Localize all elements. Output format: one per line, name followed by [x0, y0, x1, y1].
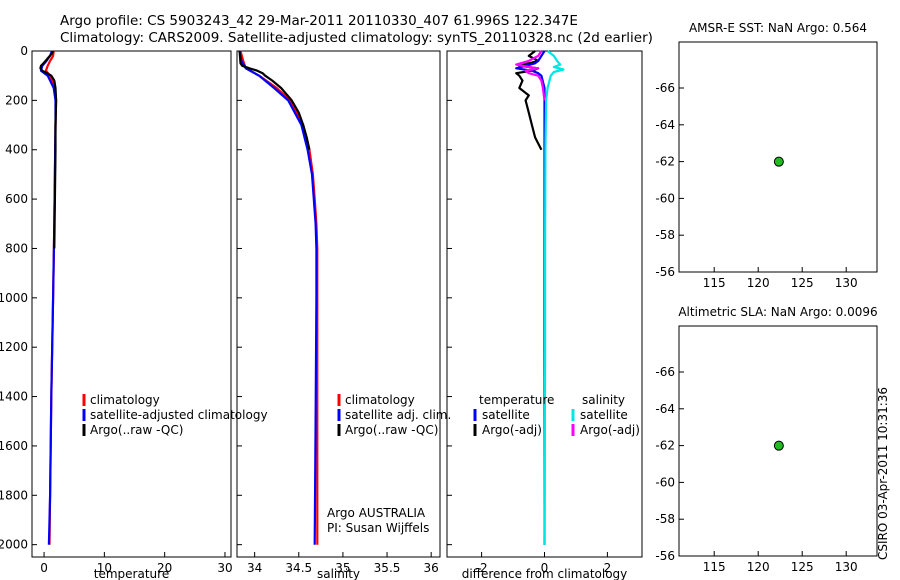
sla_map-ytick-label: -66: [655, 365, 675, 379]
salinity-xtick-label: 35.5: [374, 561, 401, 575]
sla_map-xtick-label: 125: [791, 560, 814, 574]
sst_map-ytick-label: -62: [655, 155, 675, 169]
sla_map-ytick-label: -64: [655, 402, 675, 416]
salinity-xtick-label: 36: [424, 561, 439, 575]
temperature-xtick-label: 10: [97, 561, 112, 575]
sst_map-title: AMSR-E SST: NaN Argo: 0.564: [689, 21, 867, 35]
difference-series-line-0: [515, 50, 543, 151]
sla_map-ytick-label: -62: [655, 439, 675, 453]
salinity-xtick-label: 34.5: [285, 561, 312, 575]
sst_map-xtick-label: 130: [835, 276, 858, 290]
temperature-xtick-label: 30: [217, 561, 232, 575]
temperature-ytick-label: 1400: [0, 390, 28, 404]
salinity-legend-label: climatology: [345, 393, 415, 407]
sla_map-ytick-label: -58: [655, 512, 675, 526]
temperature-legend-label: Argo(..raw -QC): [90, 423, 183, 437]
temperature-ytick-label: 2000: [0, 538, 28, 552]
footer-timestamp: CSIRO 03-Apr-2011 10:31:36: [876, 387, 890, 560]
difference-legend-label-salinity: satellite: [580, 408, 628, 422]
temperature-ytick-label: 1800: [0, 488, 28, 502]
sla_map-xtick-label: 130: [835, 560, 858, 574]
salinity-annotation-program: Argo AUSTRALIA: [327, 506, 426, 520]
salinity-xlabel: salinity: [317, 567, 360, 580]
temperature-ytick-label: 0: [20, 44, 28, 58]
figure-title-line2: Climatology: CARS2009. Satellite-adjuste…: [60, 30, 653, 46]
sst_map-axes-frame: [678, 41, 878, 273]
temperature-ytick-label: 800: [5, 241, 28, 255]
temperature-legend-label: climatology: [90, 393, 160, 407]
sst_map-xtick-label: 125: [791, 276, 814, 290]
sst_map-xtick-label: 115: [703, 276, 726, 290]
difference-legend-label-temperature: Argo(-adj): [482, 423, 542, 437]
sst_map-float-marker: [773, 156, 784, 167]
difference-legend-title-temperature: temperature: [479, 393, 554, 407]
sla_map-float-marker: [773, 440, 784, 451]
sla_map-axes-frame: [678, 325, 878, 557]
difference-xtick-label: -2: [476, 561, 488, 575]
salinity-axes-frame: [236, 50, 441, 558]
temperature-axes-frame: [31, 50, 232, 558]
salinity-legend-label: Argo(..raw -QC): [345, 423, 438, 437]
difference-legend-label-temperature: satellite: [482, 408, 530, 422]
difference-xtick-label: 2: [604, 561, 612, 575]
salinity-annotation-pi: PI: Susan Wijffels: [327, 521, 429, 535]
sla_map-xtick-label: 115: [703, 560, 726, 574]
difference-series-line-3: [543, 50, 565, 545]
salinity-series-line-1: [238, 50, 318, 545]
temperature-xlabel: temperature: [94, 567, 169, 580]
temperature-xtick-label: 0: [40, 561, 48, 575]
sst_map-ytick-label: -58: [655, 228, 675, 242]
sst_map-ytick-label: -60: [655, 191, 675, 205]
difference-legend-label-salinity: Argo(-adj): [580, 423, 640, 437]
temperature-legend-label: satellite-adjusted climatology: [90, 408, 268, 422]
sla_map-xtick-label: 120: [747, 560, 770, 574]
difference-series-line-1: [515, 50, 546, 545]
sla_map-ytick-label: -56: [655, 549, 675, 563]
salinity-series-line-2: [238, 50, 311, 150]
temperature-ytick-label: 1200: [0, 340, 28, 354]
difference-legend-title-salinity: salinity: [582, 393, 625, 407]
temperature-ytick-label: 1600: [0, 439, 28, 453]
sst_map-xtick-label: 120: [747, 276, 770, 290]
figure-title-line1: Argo profile: CS 5903243_42 29-Mar-2011 …: [60, 13, 578, 29]
sla_map-ytick-label: -60: [655, 475, 675, 489]
salinity-xtick-label: 34: [247, 561, 262, 575]
sst_map-ytick-label: -56: [655, 265, 675, 279]
sst_map-ytick-label: -66: [655, 81, 675, 95]
temperature-ytick-label: 400: [5, 143, 28, 157]
difference-series-line-2: [515, 50, 546, 101]
temperature-ytick-label: 600: [5, 192, 28, 206]
sla_map-title: Altimetric SLA: NaN Argo: 0.0096: [678, 305, 877, 319]
salinity-legend-label: satellite adj. clim.: [345, 408, 451, 422]
temperature-series-line-1: [39, 50, 57, 545]
sst_map-ytick-label: -64: [655, 118, 675, 132]
salinity-series-line-0: [239, 50, 319, 545]
salinity-xtick-label: 35: [335, 561, 350, 575]
temperature-series-line-2: [39, 50, 58, 249]
difference-xlabel: difference from climatology: [462, 567, 628, 580]
temperature-ytick-label: 200: [5, 93, 28, 107]
temperature-ytick-label: 1000: [0, 291, 28, 305]
temperature-xtick-label: 20: [157, 561, 172, 575]
difference-xtick-label: 0: [541, 561, 549, 575]
